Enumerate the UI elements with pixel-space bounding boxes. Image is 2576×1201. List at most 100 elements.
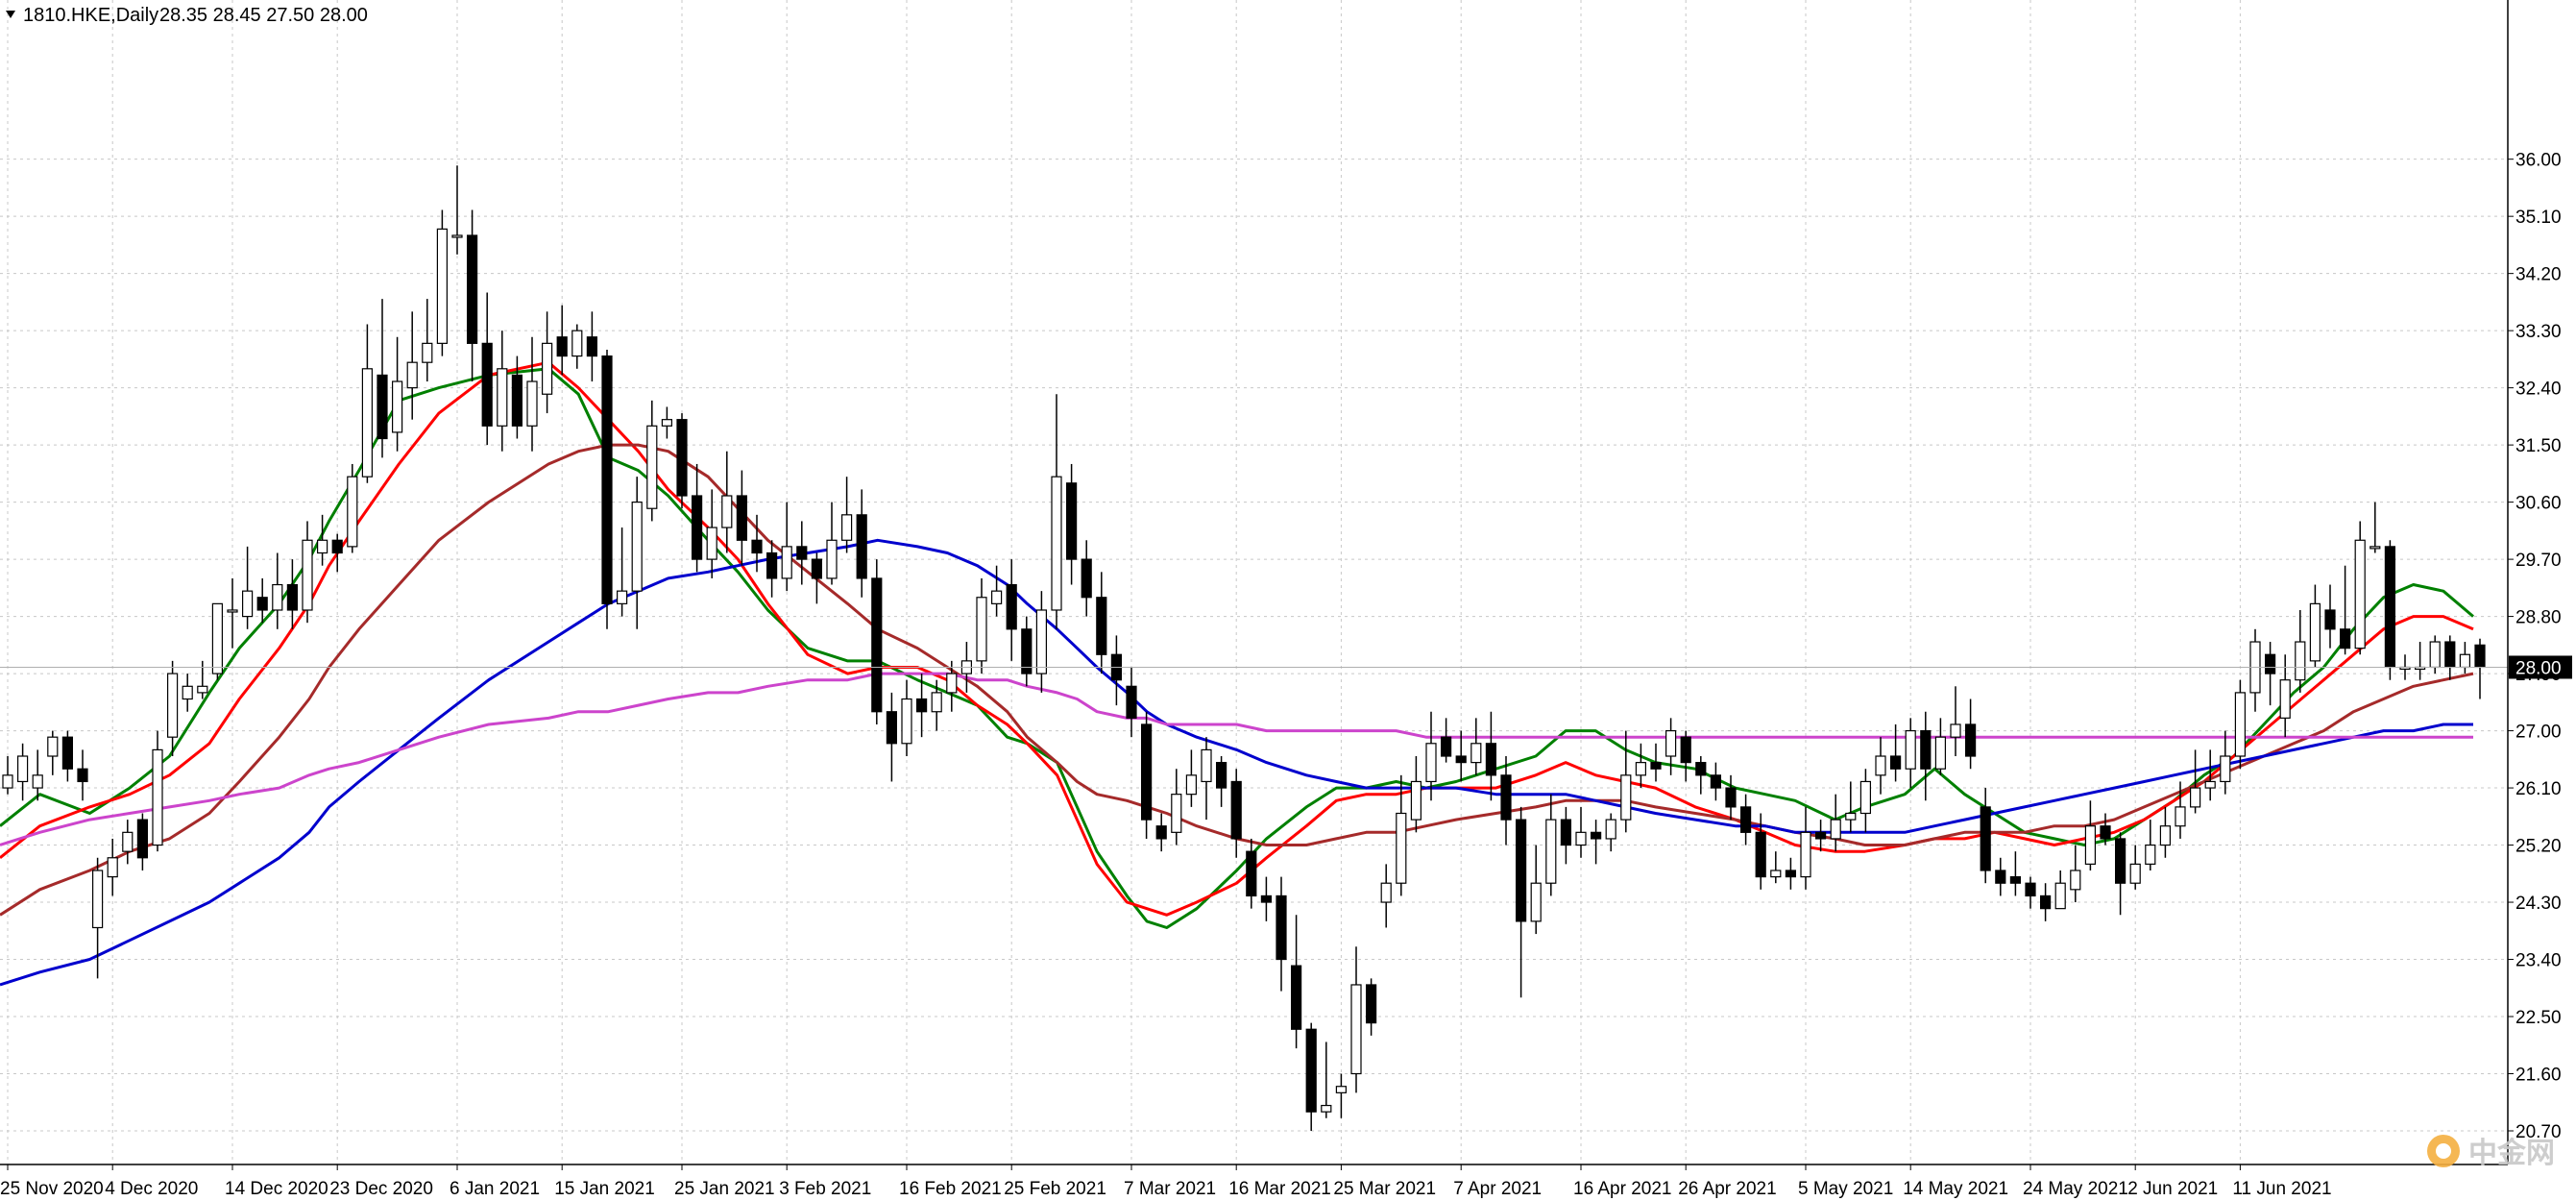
candle[interactable] bbox=[721, 451, 733, 553]
candle[interactable] bbox=[1800, 806, 1811, 890]
candle[interactable] bbox=[676, 413, 688, 509]
candle[interactable] bbox=[646, 400, 658, 522]
candle[interactable] bbox=[1276, 876, 1287, 992]
candle[interactable] bbox=[1859, 769, 1872, 833]
candle[interactable] bbox=[286, 559, 298, 629]
candle[interactable] bbox=[1710, 762, 1722, 801]
candle[interactable] bbox=[1905, 718, 1916, 789]
candle[interactable] bbox=[17, 743, 29, 801]
candle[interactable] bbox=[1680, 730, 1691, 782]
candle[interactable] bbox=[526, 336, 538, 452]
candle[interactable] bbox=[1246, 838, 1257, 909]
candle[interactable] bbox=[1500, 756, 1512, 846]
candle[interactable] bbox=[211, 602, 223, 680]
candle[interactable] bbox=[1171, 769, 1182, 846]
candle[interactable] bbox=[2129, 845, 2141, 890]
candle[interactable] bbox=[1814, 820, 1827, 852]
candle[interactable] bbox=[871, 559, 883, 724]
candle[interactable] bbox=[2115, 832, 2126, 916]
candle[interactable] bbox=[1140, 711, 1153, 839]
candle[interactable] bbox=[1620, 730, 1632, 833]
candle[interactable] bbox=[2384, 540, 2395, 680]
candle[interactable] bbox=[2159, 806, 2171, 858]
candle[interactable] bbox=[2084, 800, 2096, 870]
candle[interactable] bbox=[1335, 1073, 1348, 1118]
candlestick-series[interactable] bbox=[2, 165, 2486, 1131]
candle[interactable] bbox=[1785, 857, 1797, 890]
candle[interactable] bbox=[2190, 749, 2201, 814]
candle[interactable] bbox=[1021, 616, 1033, 687]
candle[interactable] bbox=[1515, 806, 1527, 998]
candle[interactable] bbox=[1575, 806, 1587, 858]
candle[interactable] bbox=[1185, 749, 1198, 807]
candle[interactable] bbox=[361, 324, 373, 483]
candle[interactable] bbox=[1845, 781, 1857, 833]
candle[interactable] bbox=[227, 577, 238, 649]
candle[interactable] bbox=[856, 489, 867, 598]
candle[interactable] bbox=[1126, 667, 1137, 738]
candle[interactable] bbox=[377, 299, 388, 458]
candle[interactable] bbox=[1889, 723, 1902, 782]
candle[interactable] bbox=[1995, 857, 2006, 896]
candle[interactable] bbox=[32, 749, 43, 801]
candle[interactable] bbox=[1950, 686, 1961, 757]
candle[interactable] bbox=[1485, 711, 1497, 801]
candle[interactable] bbox=[2324, 584, 2336, 649]
candle[interactable] bbox=[915, 674, 928, 738]
candle[interactable] bbox=[1321, 1042, 1332, 1118]
candle[interactable] bbox=[1215, 756, 1227, 807]
candle[interactable] bbox=[1380, 864, 1392, 928]
candle[interactable] bbox=[272, 552, 283, 629]
candle[interactable] bbox=[931, 679, 942, 731]
candle[interactable] bbox=[2175, 781, 2186, 839]
candle[interactable] bbox=[901, 679, 912, 757]
candle[interactable] bbox=[2025, 876, 2036, 909]
candle[interactable] bbox=[2295, 609, 2306, 693]
candle[interactable] bbox=[436, 209, 448, 356]
candle[interactable] bbox=[1964, 699, 1977, 770]
candle[interactable] bbox=[2265, 642, 2276, 706]
candle[interactable] bbox=[706, 489, 717, 578]
candle[interactable] bbox=[811, 552, 823, 604]
candle[interactable] bbox=[1081, 540, 1092, 617]
candle[interactable] bbox=[1425, 711, 1437, 801]
candle[interactable] bbox=[152, 730, 163, 852]
candle[interactable] bbox=[1770, 851, 1782, 884]
candle[interactable] bbox=[422, 299, 433, 382]
candle[interactable] bbox=[1830, 794, 1841, 852]
candle[interactable] bbox=[392, 336, 403, 452]
candle[interactable] bbox=[2040, 883, 2052, 921]
candle[interactable] bbox=[556, 305, 568, 376]
candle[interactable] bbox=[2100, 813, 2111, 846]
candle[interactable] bbox=[2354, 521, 2366, 655]
candle[interactable] bbox=[736, 470, 748, 566]
candle[interactable] bbox=[1305, 1022, 1317, 1131]
candle[interactable] bbox=[406, 311, 418, 420]
candle[interactable] bbox=[347, 463, 358, 553]
candle[interactable] bbox=[302, 521, 313, 624]
candle[interactable] bbox=[766, 540, 778, 598]
candle[interactable] bbox=[1365, 978, 1377, 1036]
candle[interactable] bbox=[451, 165, 463, 255]
candle[interactable] bbox=[1051, 394, 1062, 629]
candle[interactable] bbox=[1934, 718, 1947, 775]
candle[interactable] bbox=[1440, 718, 1452, 763]
candle[interactable] bbox=[242, 546, 254, 629]
candle[interactable] bbox=[2, 756, 13, 795]
candle[interactable] bbox=[61, 730, 74, 782]
candle[interactable] bbox=[840, 477, 853, 553]
candle[interactable] bbox=[946, 660, 958, 712]
candle[interactable] bbox=[331, 533, 343, 573]
candle[interactable] bbox=[2070, 845, 2081, 903]
candle[interactable] bbox=[1920, 711, 1932, 801]
candle[interactable] bbox=[886, 692, 898, 782]
candle[interactable] bbox=[586, 311, 598, 382]
candle[interactable] bbox=[182, 674, 193, 712]
candle[interactable] bbox=[751, 514, 763, 573]
candle[interactable] bbox=[1455, 730, 1467, 782]
candle[interactable] bbox=[2054, 870, 2066, 910]
candle[interactable] bbox=[1230, 769, 1242, 858]
candle[interactable] bbox=[2009, 851, 2021, 896]
candle[interactable] bbox=[1155, 813, 1167, 852]
candle[interactable] bbox=[1006, 559, 1017, 661]
